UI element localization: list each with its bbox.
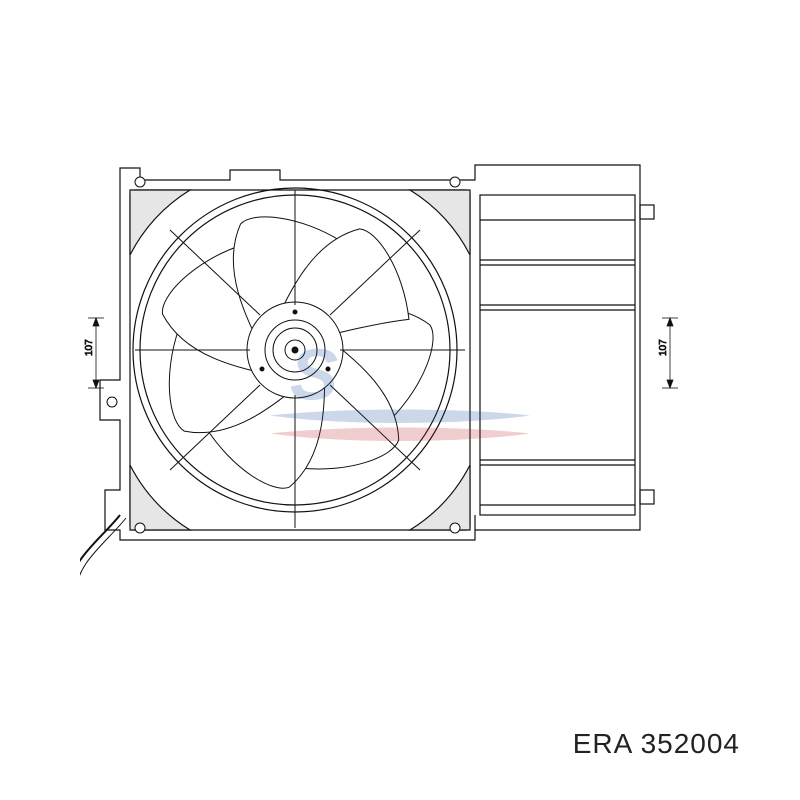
product-diagram-card: 107 107 S <box>0 0 800 800</box>
technical-drawing: 107 107 <box>80 120 720 600</box>
brand-label: ERA <box>573 728 632 759</box>
dimension-left: 107 <box>84 318 104 388</box>
dimension-right: 107 <box>658 318 678 388</box>
fan-assembly-svg: 107 107 <box>80 120 720 600</box>
dim-left-label: 107 <box>84 339 95 356</box>
product-caption: ERA 352004 <box>573 728 740 760</box>
dim-right-label: 107 <box>658 339 669 356</box>
part-number: 352004 <box>641 728 740 759</box>
